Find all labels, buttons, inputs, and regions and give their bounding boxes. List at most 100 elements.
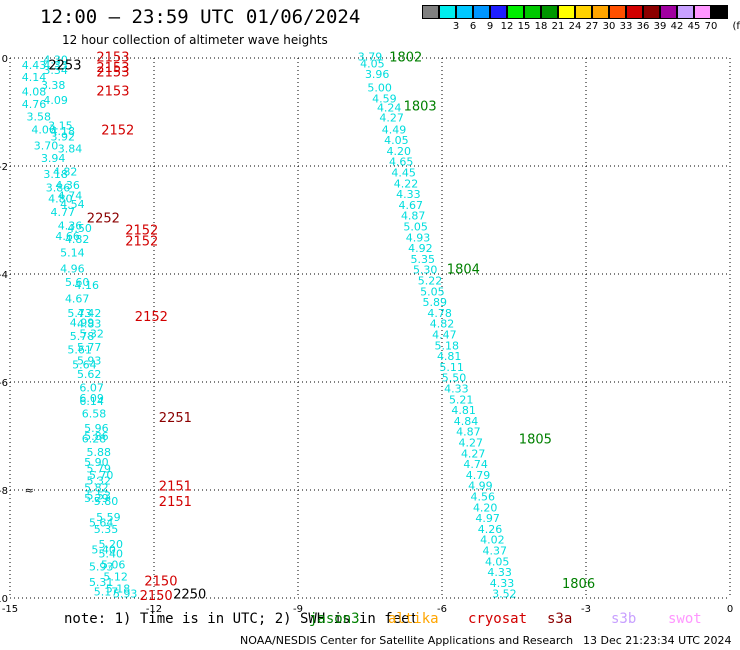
- wave-height-point: 4.87: [456, 426, 481, 439]
- pass-time-label: 1805: [519, 433, 552, 448]
- wave-height-point: 4.82: [430, 318, 455, 331]
- color-scale-label: 45: [687, 21, 701, 32]
- wave-height-point: 3.70: [34, 139, 59, 152]
- wave-height-point: 4.79: [466, 469, 491, 482]
- wave-height-point: 4.30: [43, 54, 68, 67]
- wave-height-point: 5.17: [94, 586, 119, 599]
- y-tick-label: -8: [0, 486, 8, 497]
- wave-height-point: 4.43: [22, 59, 47, 72]
- pass-time-label: 2153: [96, 66, 129, 81]
- pass-time-label: 1802: [389, 50, 422, 65]
- pass-time-label: 2153: [96, 84, 129, 99]
- wave-height-point: 4.36: [58, 219, 83, 232]
- page-title: 12:00 – 23:59 UTC 01/06/2024: [40, 6, 361, 28]
- wave-height-point: 5.12: [103, 570, 128, 583]
- wave-height-point: 5.32: [87, 474, 112, 487]
- wave-height-point: 5.93: [77, 354, 102, 367]
- wave-height-point: 4.67: [65, 292, 90, 305]
- wave-height-point: 4.82: [65, 233, 90, 246]
- wave-height-point: 4.59: [372, 93, 397, 106]
- color-swatch: [524, 5, 541, 19]
- wave-height-point: 4.65: [389, 156, 414, 169]
- color-swatch: [677, 5, 694, 19]
- color-swatch: [422, 5, 439, 19]
- color-swatch: [575, 5, 592, 19]
- wave-height-point: 3.96: [365, 68, 390, 81]
- wave-height-point: 5.73: [67, 307, 92, 320]
- wave-height-point: 4.99: [468, 480, 493, 493]
- wave-height-point: 5.40: [91, 543, 116, 556]
- wave-height-point: 4.99: [70, 317, 95, 330]
- x-tick-label: -3: [581, 604, 591, 615]
- wave-height-point: 5.79: [87, 462, 112, 475]
- legend-item-altika: altika: [388, 611, 439, 627]
- color-swatch: [507, 5, 524, 19]
- color-swatch: [694, 5, 711, 19]
- pass-time-label: 2152: [101, 123, 134, 138]
- wave-height-point: 4.27: [459, 436, 484, 449]
- wave-height-point: 4.81: [437, 350, 462, 363]
- wave-height-point: 4.77: [51, 206, 76, 219]
- wave-height-point: 5.05: [420, 285, 445, 298]
- color-scale-label: 70: [704, 21, 718, 32]
- wave-height-point: 5.05: [403, 220, 428, 233]
- color-swatch: [609, 5, 626, 19]
- wave-height-point: 4.33: [396, 188, 421, 201]
- wave-height-point: 5.00: [367, 82, 392, 95]
- wave-height-point: 5.32: [79, 327, 104, 340]
- wave-height-point: 3.15: [48, 120, 73, 133]
- color-scale-label: 6: [469, 21, 477, 32]
- wave-height-point: 5.18: [435, 339, 460, 352]
- color-scale-label: 30: [602, 21, 616, 32]
- color-swatch: [473, 5, 490, 19]
- wave-height-point: 5.64: [89, 516, 114, 529]
- pass-time-label: 2252: [87, 211, 120, 226]
- wave-height-point: 4.93: [406, 231, 431, 244]
- wave-height-point: 5.18: [106, 582, 131, 595]
- buoy-marker-icon: ≈: [25, 484, 34, 497]
- wave-height-point: 4.81: [451, 404, 476, 417]
- y-tick-label: -2: [0, 162, 8, 173]
- x-tick-label: -9: [293, 604, 303, 615]
- x-tick-label: 0: [727, 604, 733, 615]
- wave-height-point: 4.27: [379, 111, 404, 124]
- wave-height-point: 5.86: [84, 430, 109, 443]
- pass-time-label: 2150: [140, 589, 173, 604]
- wave-height-point: 5.31: [89, 576, 114, 589]
- wave-height-point: 4.67: [399, 199, 424, 212]
- legend-item-s3b: s3b: [611, 611, 637, 627]
- x-tick-label: -15: [2, 604, 18, 615]
- wave-height-point: 4.24: [377, 102, 402, 115]
- wave-height-point: 3.92: [51, 130, 76, 143]
- pass-time-label: 2150: [144, 575, 177, 590]
- pass-time-label: 2152: [125, 224, 158, 239]
- wave-height-point: 5.64: [72, 359, 97, 372]
- pass-time-label: 1806: [562, 577, 595, 592]
- wave-height-point: 3.79: [358, 50, 383, 63]
- footer-note: note: 1) Time is in UTC; 2) SWH is in fe…: [64, 611, 419, 627]
- color-scale-label: 39: [653, 21, 667, 32]
- wave-height-point: 4.92: [408, 242, 433, 255]
- wave-height-point: 5.29: [84, 492, 109, 505]
- color-swatch: [558, 5, 575, 19]
- wave-height-point: 5.53: [87, 489, 112, 502]
- wave-height-point: 5.96: [84, 422, 109, 435]
- wave-height-point: 4.33: [487, 566, 512, 579]
- wave-height-point: 5.93: [89, 561, 114, 574]
- pass-time-label: 2151: [159, 495, 192, 510]
- wave-height-point: 4.54: [60, 198, 85, 211]
- wave-height-point: 4.16: [75, 279, 100, 292]
- color-swatch: [439, 5, 456, 19]
- wave-height-point: 4.66: [55, 230, 80, 243]
- legend-item-s3a: s3a: [547, 611, 573, 627]
- wave-height-point: 3.84: [58, 143, 83, 156]
- wave-height-point: 4.56: [471, 490, 496, 503]
- wave-height-point: 5.90: [84, 456, 109, 469]
- color-swatch: [456, 5, 473, 19]
- wave-height-point: 5.61: [67, 344, 92, 357]
- wave-height-point: 4.08: [22, 85, 47, 98]
- wave-height-point: 4.05: [360, 57, 385, 70]
- wave-height-point: 5.40: [99, 548, 124, 561]
- pass-time-label: 2153: [96, 61, 129, 76]
- color-swatch: [626, 5, 643, 19]
